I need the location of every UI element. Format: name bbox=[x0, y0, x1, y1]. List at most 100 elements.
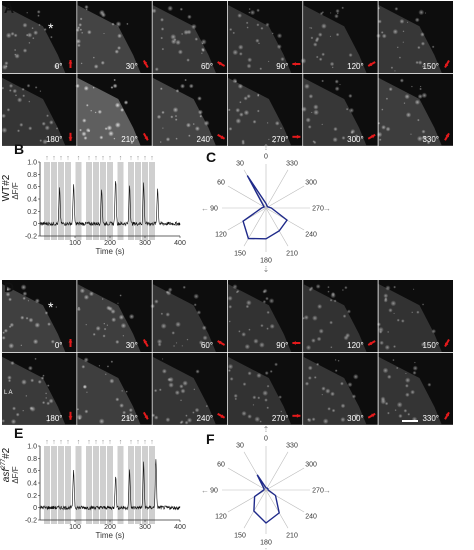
cell-spot bbox=[39, 139, 43, 143]
tectum-region bbox=[378, 77, 442, 146]
y-axis-label: ΔF/F bbox=[11, 466, 20, 483]
stimulus-bar bbox=[135, 162, 141, 240]
cell-spot bbox=[256, 109, 260, 113]
cell-spot bbox=[416, 135, 423, 142]
cell-spot bbox=[53, 63, 59, 70]
cell-spot bbox=[331, 408, 336, 413]
cell-spot bbox=[95, 325, 101, 331]
cell-spot bbox=[313, 109, 320, 116]
cell-spot bbox=[47, 322, 51, 327]
cell-spot bbox=[32, 36, 35, 40]
stimulus-bar bbox=[51, 446, 57, 524]
cell-spot bbox=[25, 316, 29, 320]
cell-spot bbox=[128, 313, 135, 320]
cell-spot bbox=[203, 120, 210, 126]
cell-spot bbox=[334, 79, 339, 84]
cell-spot bbox=[421, 303, 425, 306]
cell-spot bbox=[98, 364, 101, 367]
cell-spot bbox=[10, 418, 17, 425]
cell-spot bbox=[337, 359, 340, 362]
cell-spot bbox=[82, 118, 87, 123]
stimulus-bar bbox=[142, 162, 148, 240]
cell-spot bbox=[420, 41, 426, 46]
polar-angle-label: 330 bbox=[286, 160, 298, 167]
cell-spot bbox=[334, 86, 340, 92]
cell-spot bbox=[45, 396, 48, 399]
cell-spot bbox=[14, 53, 20, 59]
cell-spot bbox=[303, 314, 309, 321]
cell-spot bbox=[316, 336, 322, 342]
cell-spot bbox=[181, 345, 184, 347]
x-tick-label: 100 bbox=[69, 240, 81, 247]
cell-spot bbox=[179, 399, 183, 402]
cell-spot bbox=[307, 376, 312, 380]
cell-spot bbox=[396, 46, 399, 49]
cell-spot bbox=[165, 290, 169, 294]
cell-spot bbox=[161, 358, 164, 360]
cell-spot bbox=[355, 61, 359, 65]
cell-spot bbox=[348, 107, 355, 113]
cell-spot bbox=[227, 368, 232, 373]
motion-direction-arrow bbox=[217, 412, 226, 419]
cell-spot bbox=[122, 410, 127, 415]
tectum-region bbox=[227, 356, 292, 425]
cell-spot bbox=[327, 407, 331, 411]
cell-spot bbox=[205, 404, 209, 408]
stimulus-arrow-icon: ↑ bbox=[87, 155, 91, 162]
cell-spot bbox=[390, 66, 394, 70]
cell-spot bbox=[254, 416, 261, 423]
cell-spot bbox=[376, 131, 383, 138]
stimulus-bar bbox=[75, 162, 82, 240]
motion-direction-arrow bbox=[444, 132, 450, 141]
cell-spot bbox=[101, 298, 104, 300]
cell-spot bbox=[420, 32, 425, 37]
cell-spot bbox=[410, 133, 412, 136]
stimulus-bar bbox=[128, 162, 134, 240]
angle-label: 30° bbox=[126, 62, 138, 71]
cell-spot bbox=[154, 415, 159, 420]
stimulus-arrow-icon: ↑ bbox=[52, 155, 56, 162]
angle-label: 300° bbox=[347, 135, 364, 144]
cell-spot bbox=[417, 60, 423, 65]
cell-spot bbox=[232, 31, 236, 35]
cell-spot bbox=[244, 343, 251, 350]
cell-spot bbox=[168, 382, 174, 388]
orientation-marker: L A bbox=[4, 390, 12, 396]
cell-spot bbox=[253, 338, 259, 344]
cell-spot bbox=[232, 284, 238, 290]
polar-angle-label: 120 bbox=[215, 514, 227, 521]
cell-spot bbox=[248, 328, 251, 331]
polar-angle-label: 210 bbox=[286, 251, 298, 258]
cell-spot bbox=[233, 393, 238, 398]
stimulus-bar bbox=[107, 162, 113, 240]
cell-spot bbox=[1, 113, 6, 119]
cell-spot bbox=[406, 21, 409, 24]
cell-spot bbox=[103, 32, 105, 35]
cell-spot bbox=[246, 26, 249, 29]
cell-spot bbox=[247, 371, 252, 376]
stimulus-bar bbox=[128, 446, 134, 524]
cell-spot bbox=[159, 87, 163, 91]
cell-spot bbox=[1, 335, 6, 340]
cell-spot bbox=[113, 137, 116, 140]
cell-spot bbox=[331, 66, 334, 69]
y-axis-label: ΔF/F bbox=[11, 182, 20, 199]
cell-spot bbox=[327, 285, 330, 289]
cell-spot bbox=[388, 308, 393, 313]
cell-spot bbox=[307, 365, 313, 371]
polar-angle-label: 90 bbox=[210, 206, 218, 213]
direction-arrow-icon: → bbox=[323, 486, 331, 495]
cell-spot bbox=[107, 306, 113, 312]
cell-spot bbox=[321, 123, 324, 126]
cell-spot bbox=[188, 134, 191, 138]
cell-spot bbox=[43, 27, 47, 32]
cell-spot bbox=[79, 28, 83, 32]
stimulus-bar bbox=[44, 446, 50, 524]
cell-spot bbox=[308, 94, 314, 99]
cell-spot bbox=[20, 284, 27, 291]
cell-spot bbox=[274, 362, 278, 367]
cell-spot bbox=[115, 21, 122, 27]
cell-spot bbox=[274, 120, 280, 126]
stimulus-arrow-icon: ↑ bbox=[143, 439, 147, 446]
cell-spot bbox=[78, 23, 83, 27]
